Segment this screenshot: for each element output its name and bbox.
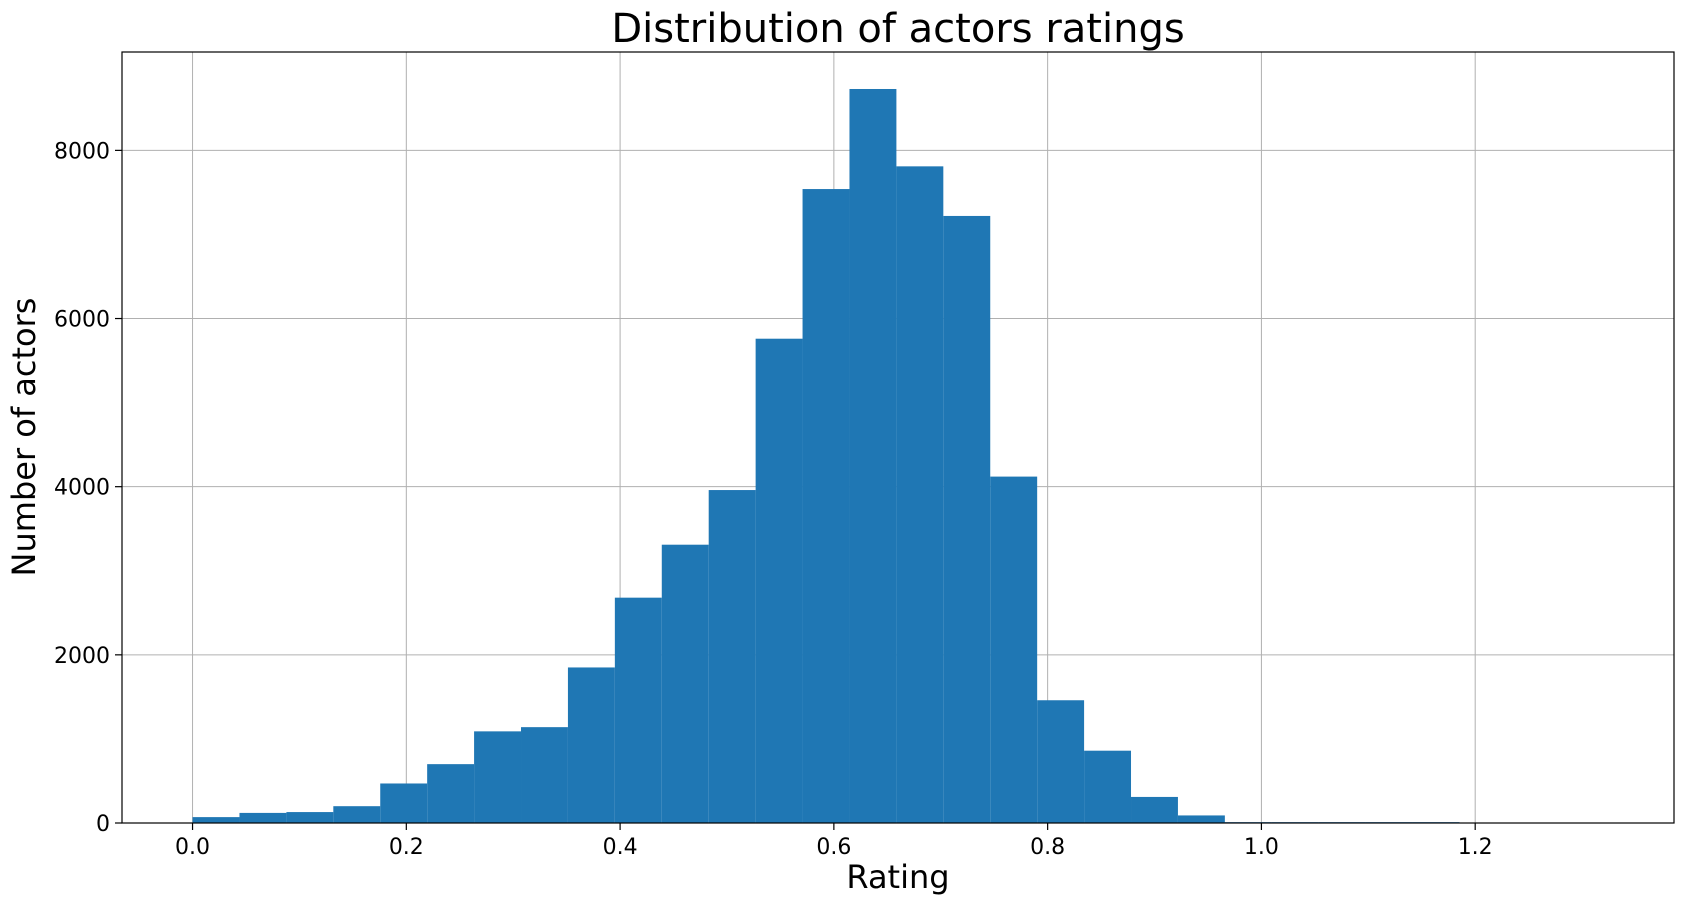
histogram-bar: [427, 764, 475, 823]
histogram-bar: [896, 166, 944, 823]
x-tick-label: 0.2: [389, 835, 424, 860]
histogram-bar: [192, 817, 240, 823]
histogram-bar: [567, 667, 615, 823]
y-tick-label: 8000: [54, 139, 110, 164]
y-axis-label: Number of actors: [5, 298, 43, 577]
histogram-bar: [614, 597, 662, 823]
histogram-bar: [802, 189, 850, 824]
histogram-bar: [521, 727, 568, 823]
histogram-bar: [990, 476, 1038, 823]
histogram-bar: [1131, 796, 1178, 823]
y-tick-label: 2000: [54, 644, 110, 669]
histogram-bar: [1037, 700, 1085, 823]
x-tick-label: 1.2: [1458, 835, 1493, 860]
x-tick-label: 0.0: [175, 835, 210, 860]
x-tick-label: 0.8: [1030, 835, 1065, 860]
histogram-bar: [661, 544, 709, 823]
x-tick-label: 1.0: [1244, 835, 1279, 860]
histogram-bar: [755, 338, 803, 823]
x-tick-label: 0.4: [603, 835, 638, 860]
histogram-bar: [333, 806, 381, 823]
x-axis: 0.0 0.2 0.4 0.6 0.8 1.0 1.2: [175, 823, 1493, 860]
histogram-bar: [1084, 750, 1132, 823]
x-axis-label: Rating: [846, 858, 949, 896]
bars: [192, 88, 1460, 824]
histogram-bar: [380, 783, 428, 823]
y-tick-label: 0: [96, 812, 110, 837]
x-tick-label: 0.6: [816, 835, 851, 860]
plot-frame: [121, 51, 1675, 824]
y-axis: 0 2000 4000 6000 8000: [54, 139, 122, 837]
histogram-bar: [1177, 815, 1225, 823]
histogram-bar: [943, 215, 991, 823]
histogram-bar: [708, 490, 756, 823]
y-tick-label: 4000: [54, 476, 110, 501]
y-tick-label: 6000: [54, 308, 110, 333]
histogram-bar: [474, 731, 522, 823]
histogram-bar: [286, 812, 334, 823]
chart-title: Distribution of actors ratings: [611, 6, 1184, 52]
histogram-bar: [849, 88, 897, 823]
histogram-bar: [239, 812, 287, 823]
